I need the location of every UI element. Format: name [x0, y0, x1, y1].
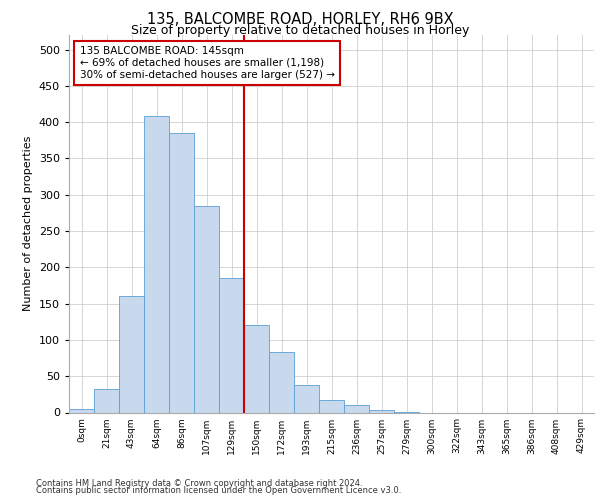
Bar — [94, 388, 119, 412]
Bar — [244, 326, 269, 412]
Bar — [294, 385, 319, 412]
Text: Size of property relative to detached houses in Horley: Size of property relative to detached ho… — [131, 24, 469, 37]
Text: Contains public sector information licensed under the Open Government Licence v3: Contains public sector information licen… — [36, 486, 401, 495]
Bar — [144, 116, 169, 412]
Bar — [319, 400, 344, 412]
Y-axis label: Number of detached properties: Number of detached properties — [23, 136, 33, 312]
Bar — [344, 405, 369, 412]
Bar — [369, 410, 394, 412]
Bar — [219, 278, 244, 412]
Bar — [119, 296, 144, 412]
Bar — [269, 352, 294, 412]
Bar — [169, 133, 194, 412]
Bar — [194, 206, 219, 412]
Text: 135, BALCOMBE ROAD, HORLEY, RH6 9BX: 135, BALCOMBE ROAD, HORLEY, RH6 9BX — [146, 12, 454, 28]
Bar — [69, 409, 94, 412]
Text: Contains HM Land Registry data © Crown copyright and database right 2024.: Contains HM Land Registry data © Crown c… — [36, 478, 362, 488]
Text: 135 BALCOMBE ROAD: 145sqm
← 69% of detached houses are smaller (1,198)
30% of se: 135 BALCOMBE ROAD: 145sqm ← 69% of detac… — [79, 46, 335, 80]
